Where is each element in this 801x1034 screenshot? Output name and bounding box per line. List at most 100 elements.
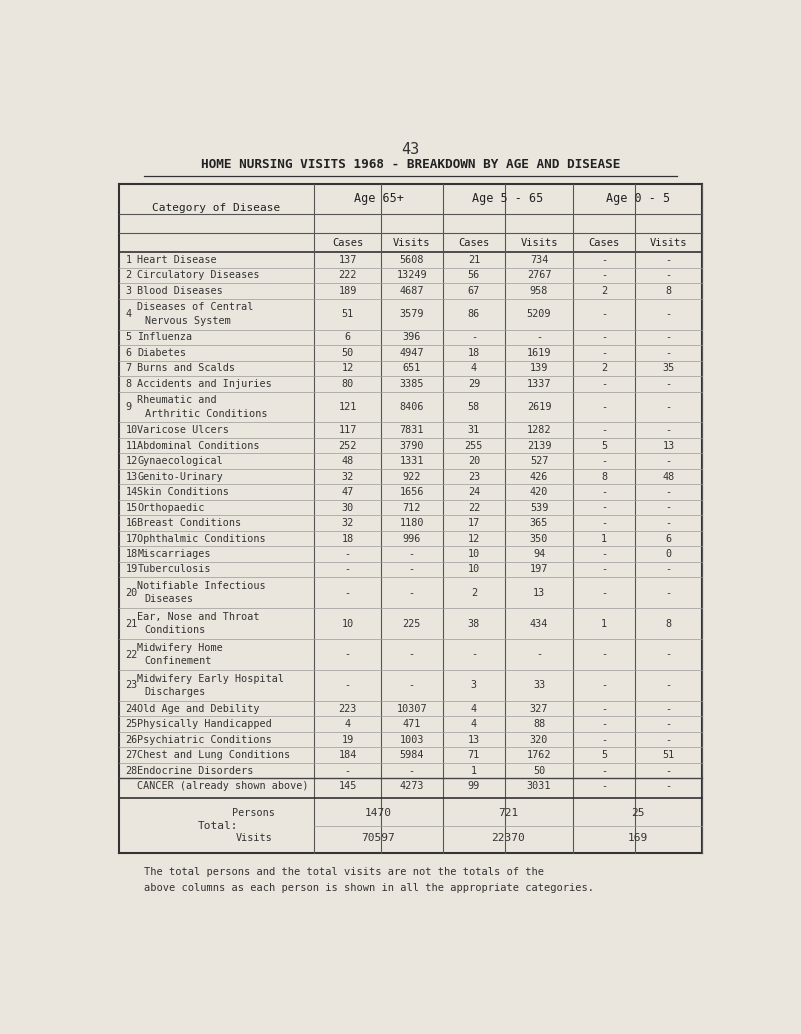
Text: 139: 139 [529, 363, 548, 373]
Text: Heart Disease: Heart Disease [138, 255, 217, 265]
Text: 1470: 1470 [365, 808, 392, 818]
Text: 223: 223 [338, 704, 356, 713]
Text: 56: 56 [468, 271, 480, 280]
Text: 51: 51 [662, 750, 675, 760]
Text: 1003: 1003 [400, 734, 424, 744]
Text: 33: 33 [533, 680, 545, 691]
Text: 13: 13 [126, 472, 138, 482]
Text: -: - [601, 378, 607, 389]
Text: 13: 13 [662, 440, 675, 451]
Text: 11: 11 [126, 440, 138, 451]
Text: Accidents and Injuries: Accidents and Injuries [138, 378, 272, 389]
Text: -: - [666, 565, 672, 575]
Text: 1: 1 [601, 534, 607, 544]
Text: Diseases of Central: Diseases of Central [138, 302, 254, 312]
Text: 5: 5 [601, 750, 607, 760]
Text: 99: 99 [468, 781, 480, 791]
Text: Midwifery Home: Midwifery Home [138, 643, 223, 652]
Text: -: - [344, 549, 351, 559]
Text: 1656: 1656 [400, 487, 424, 497]
Text: Physically Handicapped: Physically Handicapped [138, 720, 272, 729]
Text: 4273: 4273 [400, 781, 424, 791]
Text: 26: 26 [126, 734, 138, 744]
Text: -: - [409, 680, 415, 691]
Text: Conditions: Conditions [145, 626, 206, 636]
Text: 67: 67 [468, 286, 480, 296]
Text: Notifiable Infectious: Notifiable Infectious [138, 581, 266, 590]
Text: Ear, Nose and Throat: Ear, Nose and Throat [138, 612, 260, 621]
Text: -: - [666, 456, 672, 466]
Text: The total persons and the total visits are not the totals of the: The total persons and the total visits a… [143, 866, 544, 877]
Text: 3: 3 [126, 286, 131, 296]
Text: -: - [601, 734, 607, 744]
Text: 137: 137 [338, 255, 356, 265]
Text: 184: 184 [338, 750, 356, 760]
Text: 0: 0 [666, 549, 672, 559]
Text: 12: 12 [126, 456, 138, 466]
Text: 31: 31 [468, 425, 480, 435]
Text: 23: 23 [126, 680, 138, 691]
Text: -: - [471, 332, 477, 342]
Text: -: - [601, 680, 607, 691]
Text: 7: 7 [126, 363, 131, 373]
Text: Cases: Cases [458, 238, 489, 248]
Text: 1: 1 [126, 255, 131, 265]
Text: Diabetes: Diabetes [138, 347, 187, 358]
Text: 396: 396 [403, 332, 421, 342]
Text: 22370: 22370 [491, 833, 525, 843]
Text: Category of Disease: Category of Disease [152, 204, 280, 213]
Text: 28: 28 [126, 765, 138, 776]
Text: 734: 734 [529, 255, 548, 265]
Text: 996: 996 [403, 534, 421, 544]
Text: 434: 434 [529, 618, 548, 629]
Text: 2: 2 [601, 363, 607, 373]
Text: 21: 21 [468, 255, 480, 265]
Text: -: - [666, 271, 672, 280]
Text: 10307: 10307 [396, 704, 427, 713]
Text: -: - [666, 309, 672, 320]
Text: 17: 17 [126, 534, 138, 544]
Text: 16: 16 [126, 518, 138, 528]
Text: 19: 19 [126, 565, 138, 575]
Text: HOME NURSING VISITS 1968 - BREAKDOWN BY AGE AND DISEASE: HOME NURSING VISITS 1968 - BREAKDOWN BY … [201, 158, 620, 172]
Text: -: - [601, 487, 607, 497]
Text: Midwifery Early Hospital: Midwifery Early Hospital [138, 674, 284, 683]
Text: 6: 6 [344, 332, 351, 342]
Text: -: - [601, 402, 607, 412]
Text: Psychiatric Conditions: Psychiatric Conditions [138, 734, 272, 744]
Text: 2619: 2619 [527, 402, 551, 412]
Text: 651: 651 [403, 363, 421, 373]
Text: 5608: 5608 [400, 255, 424, 265]
Text: -: - [666, 765, 672, 776]
Text: 426: 426 [529, 472, 548, 482]
Text: Visits: Visits [235, 833, 272, 843]
Text: Confinement: Confinement [145, 657, 212, 666]
Text: Tuberculosis: Tuberculosis [138, 565, 211, 575]
Text: 922: 922 [403, 472, 421, 482]
Text: 47: 47 [341, 487, 353, 497]
Text: Breast Conditions: Breast Conditions [138, 518, 241, 528]
Text: 35: 35 [662, 363, 675, 373]
Text: 10: 10 [468, 565, 480, 575]
Text: 22: 22 [126, 649, 138, 660]
Text: 80: 80 [341, 378, 353, 389]
Text: Varicose Ulcers: Varicose Ulcers [138, 425, 229, 435]
Text: 2: 2 [601, 286, 607, 296]
Text: 5: 5 [126, 332, 131, 342]
Text: Miscarriages: Miscarriages [138, 549, 211, 559]
Text: -: - [601, 255, 607, 265]
Text: Influenza: Influenza [138, 332, 192, 342]
Text: -: - [666, 402, 672, 412]
Text: 189: 189 [338, 286, 356, 296]
Text: above columns as each person is shown in all the appropriate categories.: above columns as each person is shown in… [143, 883, 594, 892]
Text: 48: 48 [341, 456, 353, 466]
Text: -: - [601, 347, 607, 358]
Text: 4: 4 [126, 309, 131, 320]
Text: 2: 2 [126, 271, 131, 280]
Text: 24: 24 [468, 487, 480, 497]
Text: 22: 22 [468, 503, 480, 513]
Text: 5: 5 [601, 440, 607, 451]
Text: 350: 350 [529, 534, 548, 544]
Text: 7831: 7831 [400, 425, 424, 435]
Text: 4: 4 [471, 704, 477, 713]
